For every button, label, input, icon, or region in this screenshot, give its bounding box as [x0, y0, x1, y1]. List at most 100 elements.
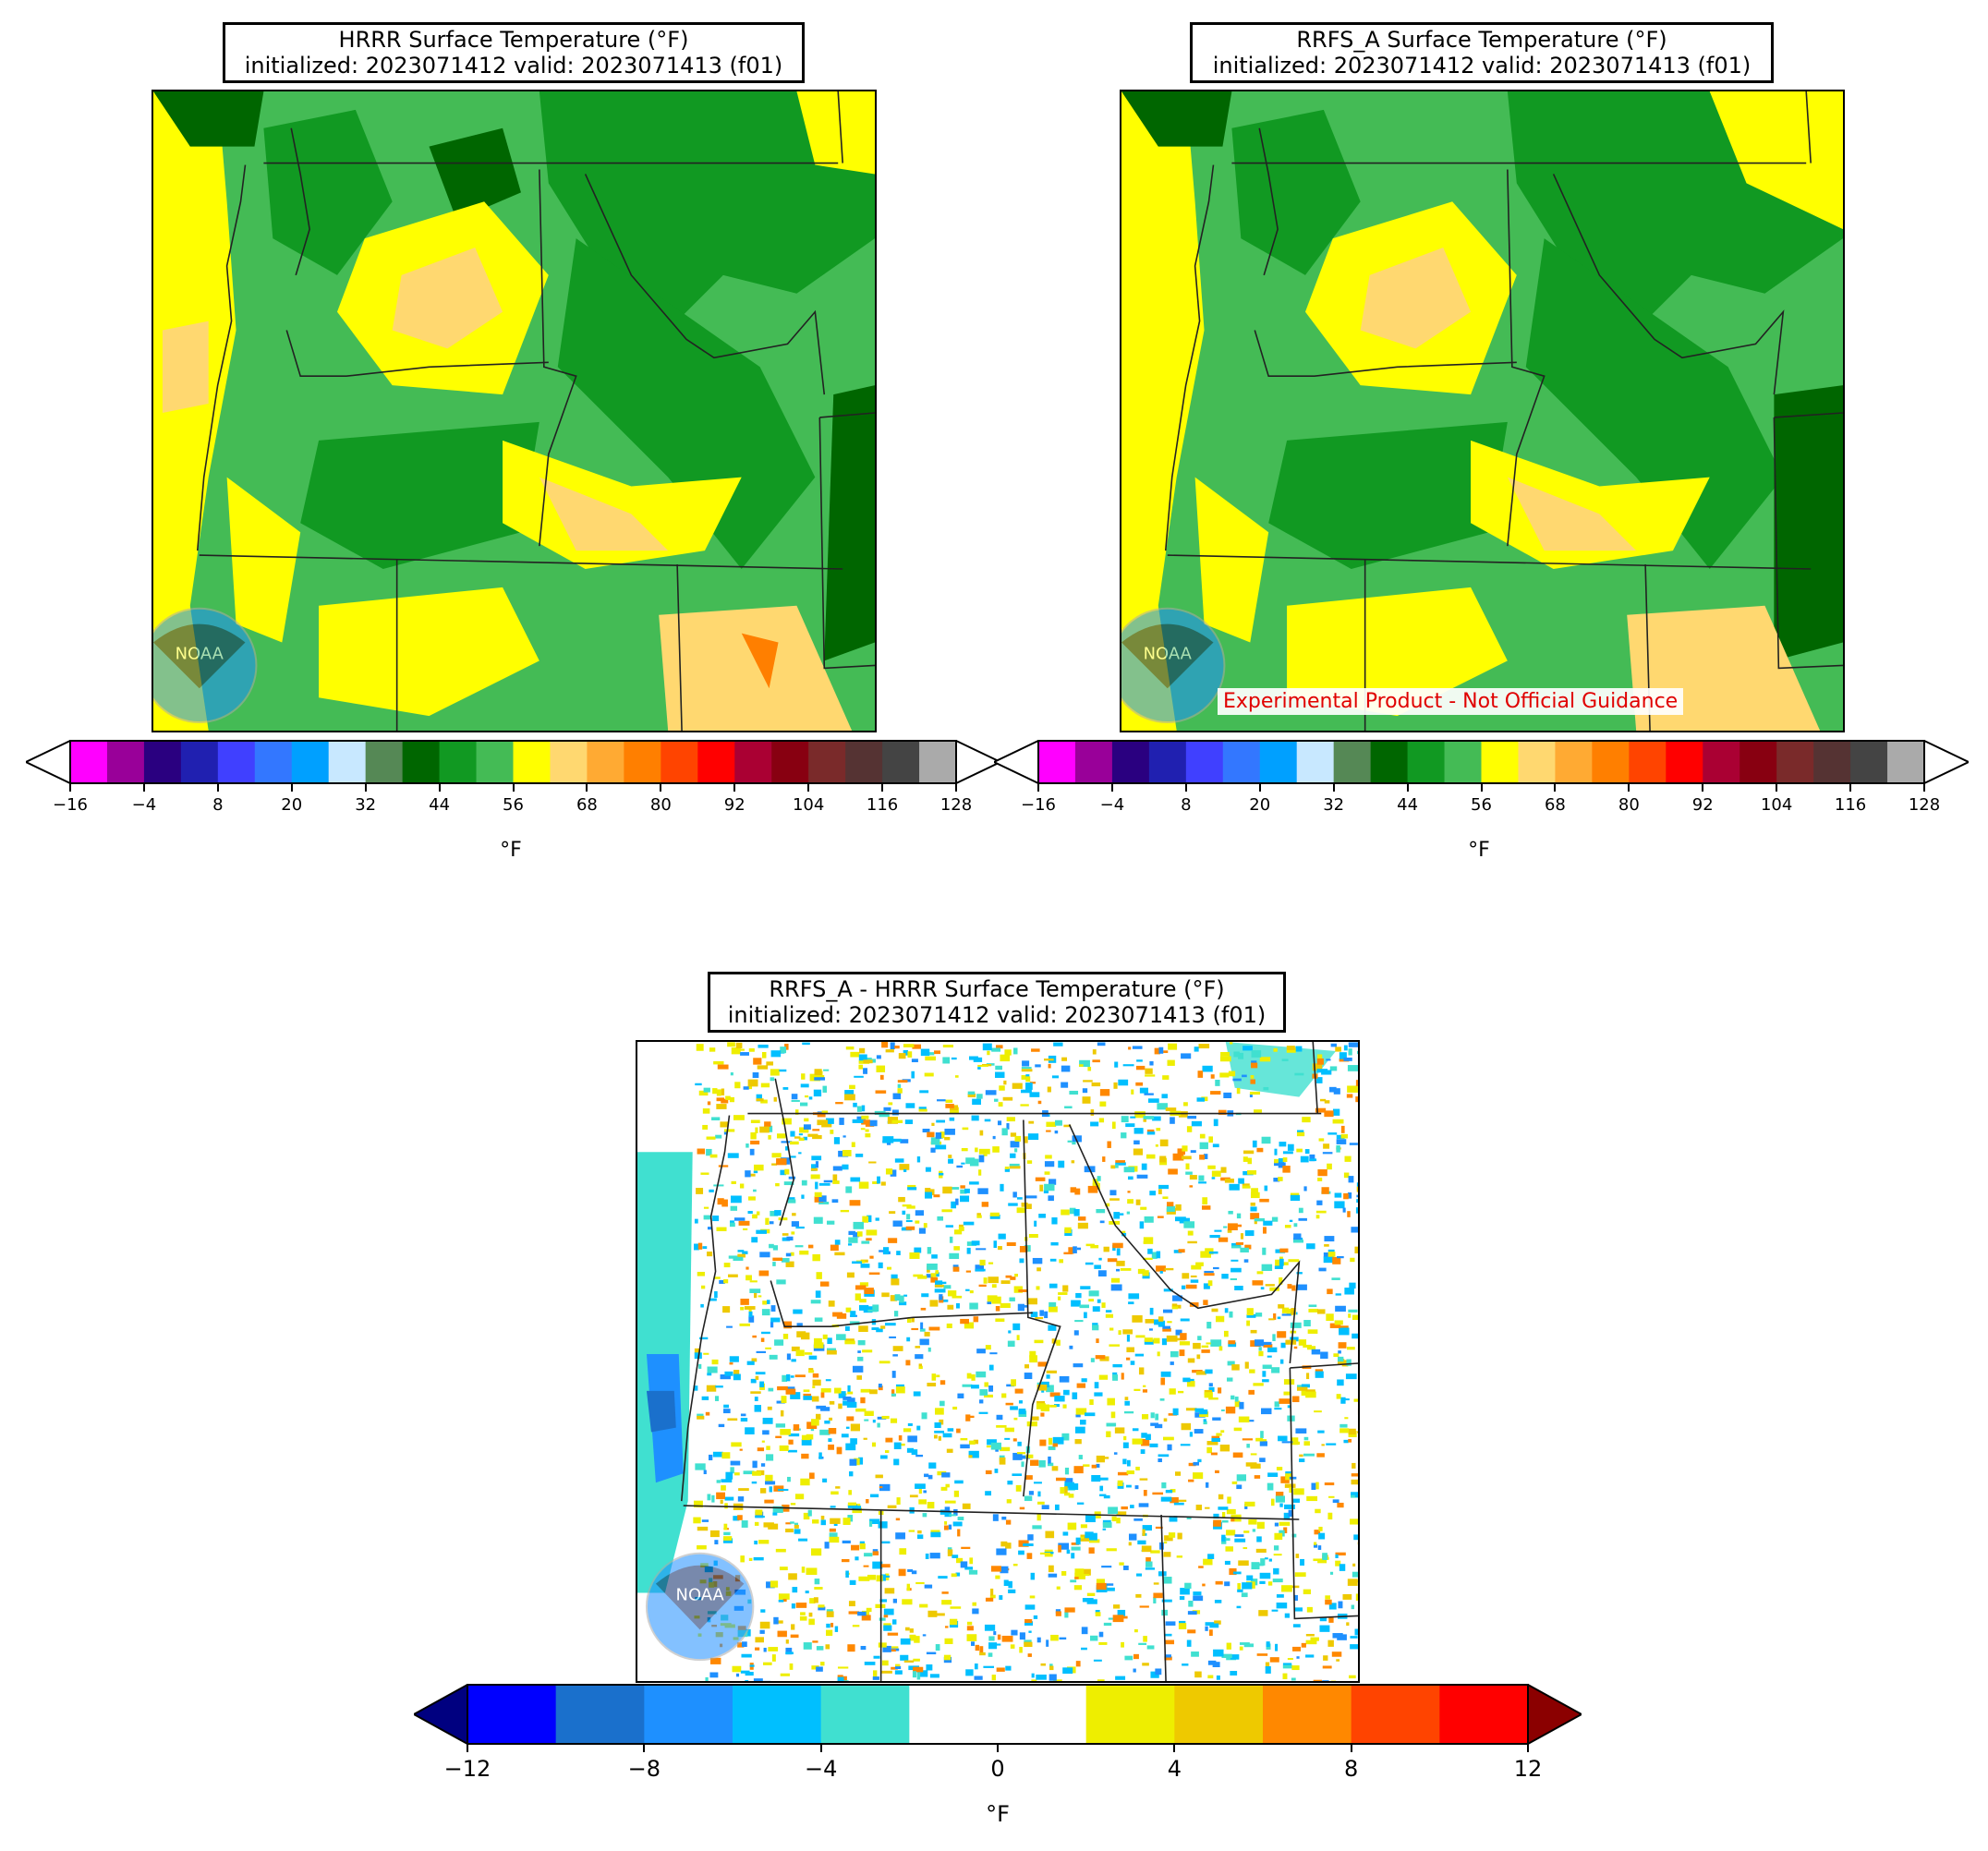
diff-speckle-cell	[1099, 1485, 1104, 1492]
diff-speckle-cell	[794, 1524, 799, 1529]
diff-speckle-cell	[866, 1607, 872, 1613]
diff-speckle-cell	[814, 1317, 823, 1322]
rrfs-colorbar-swatch	[1185, 741, 1224, 783]
diff-speckle-cell	[952, 1555, 959, 1558]
diff-speckle-cell	[1287, 1143, 1294, 1151]
diff-speckle-cell	[1151, 1252, 1158, 1259]
diff-speckle-cell	[1030, 1312, 1038, 1318]
diff-speckle-cell	[1252, 1140, 1257, 1148]
diff-speckle-cell	[1273, 1313, 1277, 1320]
diff-speckle-cell	[1208, 1136, 1213, 1143]
diff-speckle-cell	[1078, 1455, 1083, 1459]
diff-speckle-cell	[1207, 1675, 1214, 1679]
diff-speckle-cell	[1027, 1653, 1032, 1657]
diff-speckle-cell	[823, 1069, 830, 1071]
diff-speckle-cell	[1211, 1435, 1220, 1440]
diff-speckle-cell	[818, 1452, 822, 1459]
diff-speckle-cell	[1202, 1065, 1213, 1072]
diff-speckle-cell	[904, 1627, 910, 1631]
diff-speckle-cell	[1160, 1371, 1171, 1377]
diff-speckle-cell	[1049, 1404, 1057, 1408]
diff-speckle-cell	[776, 1158, 787, 1166]
diff-speckle-cell	[759, 1629, 765, 1634]
diff-speckle-cell	[700, 1303, 704, 1308]
diff-speckle-cell	[1036, 1674, 1047, 1680]
diff-speckle-cell	[1356, 1194, 1358, 1198]
diff-speckle-cell	[927, 1131, 935, 1138]
diff-speckle-cell	[1024, 1136, 1028, 1143]
diff-speckle-cell	[979, 1651, 986, 1656]
diff-speckle-cell	[728, 1274, 738, 1277]
diff-speckle-cell	[1143, 1257, 1153, 1260]
diff-speckle-cell	[1110, 1411, 1116, 1419]
diff-speckle-cell	[896, 1251, 901, 1256]
diff-speckle-cell	[824, 1542, 830, 1549]
diff-speckle-cell	[1036, 1403, 1046, 1409]
diff-speckle-cell	[1344, 1155, 1352, 1162]
diff-speckle-cell	[812, 1519, 819, 1524]
diff-speckle-cell	[1348, 1048, 1352, 1056]
diff-speckle-cell	[821, 1110, 829, 1114]
diff-speckle-cell	[960, 1444, 970, 1449]
diff-speckle-cell	[1110, 1277, 1121, 1283]
diff-speckle-cell	[1043, 1190, 1049, 1194]
diff-speckle-cell	[752, 1071, 759, 1079]
diff-speckle-cell	[1006, 1499, 1012, 1504]
diff-speckle-cell	[964, 1567, 974, 1570]
diff-speckle-cell	[778, 1217, 788, 1221]
diff-speckle-cell	[1256, 1536, 1262, 1542]
diff-speckle-cell	[941, 1209, 952, 1213]
diff-speckle-cell	[877, 1422, 880, 1428]
diff-speckle-cell	[1146, 1129, 1155, 1132]
diff-speckle-cell	[998, 1246, 1002, 1251]
diff-speckle-cell	[1322, 1553, 1327, 1560]
diff-speckle-cell	[1194, 1671, 1202, 1678]
diff-speckle-cell	[1117, 1471, 1129, 1476]
diff-speckle-cell	[759, 1126, 770, 1133]
diff-speckle-cell	[1092, 1059, 1100, 1063]
diff-speckle-cell	[1037, 1100, 1042, 1105]
diff-speckle-cell	[1203, 1419, 1206, 1422]
diff-speckle-cell	[842, 1540, 851, 1544]
diff-speckle-cell	[1329, 1066, 1338, 1071]
hrrr-colorbar-swatch	[697, 741, 735, 783]
diff-speckle-cell	[985, 1597, 994, 1602]
diff-speckle-cell	[790, 1252, 794, 1256]
diff-speckle-cell	[1329, 1323, 1341, 1328]
diff-speckle-cell	[1326, 1443, 1337, 1446]
diff-speckle-cell	[1031, 1416, 1039, 1421]
diff-speckle-cell	[818, 1182, 830, 1186]
diff-speckle-cell	[1199, 1409, 1208, 1415]
diff-speckle-cell	[801, 1434, 810, 1441]
diff-speckle-cell	[842, 1676, 847, 1681]
diff-speckle-cell	[1347, 1579, 1358, 1586]
diff-speckle-cell	[879, 1486, 883, 1489]
diff-speckle-cell	[1282, 1151, 1293, 1155]
diff-speckle-cell	[759, 1381, 765, 1387]
diff-speckle-cell	[1284, 1613, 1290, 1618]
diff-map-canvas: NOAA	[637, 1042, 1358, 1681]
diff-speckle-cell	[1088, 1299, 1095, 1302]
diff-speckle-cell	[718, 1165, 729, 1167]
diff-speckle-cell	[1149, 1443, 1158, 1447]
diff-colorbar	[411, 1683, 1584, 1746]
diff-speckle-cell	[758, 1270, 770, 1276]
diff-speckle-cell	[915, 1483, 926, 1489]
diff-speckle-cell	[785, 1647, 793, 1655]
diff-speckle-cell	[944, 1500, 956, 1504]
diff-speckle-cell	[965, 1270, 971, 1273]
diff-speckle-cell	[968, 1455, 973, 1458]
diff-speckle-cell	[869, 1518, 880, 1524]
diff-speckle-cell	[774, 1339, 784, 1346]
diff-speckle-cell	[864, 1662, 876, 1665]
diff-speckle-cell	[957, 1393, 964, 1398]
diff-speckle-cell	[1012, 1192, 1017, 1198]
diff-speckle-cell	[904, 1119, 914, 1125]
diff-speckle-cell	[916, 1672, 921, 1680]
diff-speckle-cell	[1172, 1295, 1182, 1301]
diff-speckle-cell	[1280, 1476, 1290, 1483]
diff-speckle-cell	[1075, 1537, 1081, 1545]
diff-speckle-cell	[1002, 1096, 1013, 1101]
diff-speckle-cell	[1303, 1186, 1307, 1192]
diff-speckle-cell	[769, 1354, 778, 1360]
